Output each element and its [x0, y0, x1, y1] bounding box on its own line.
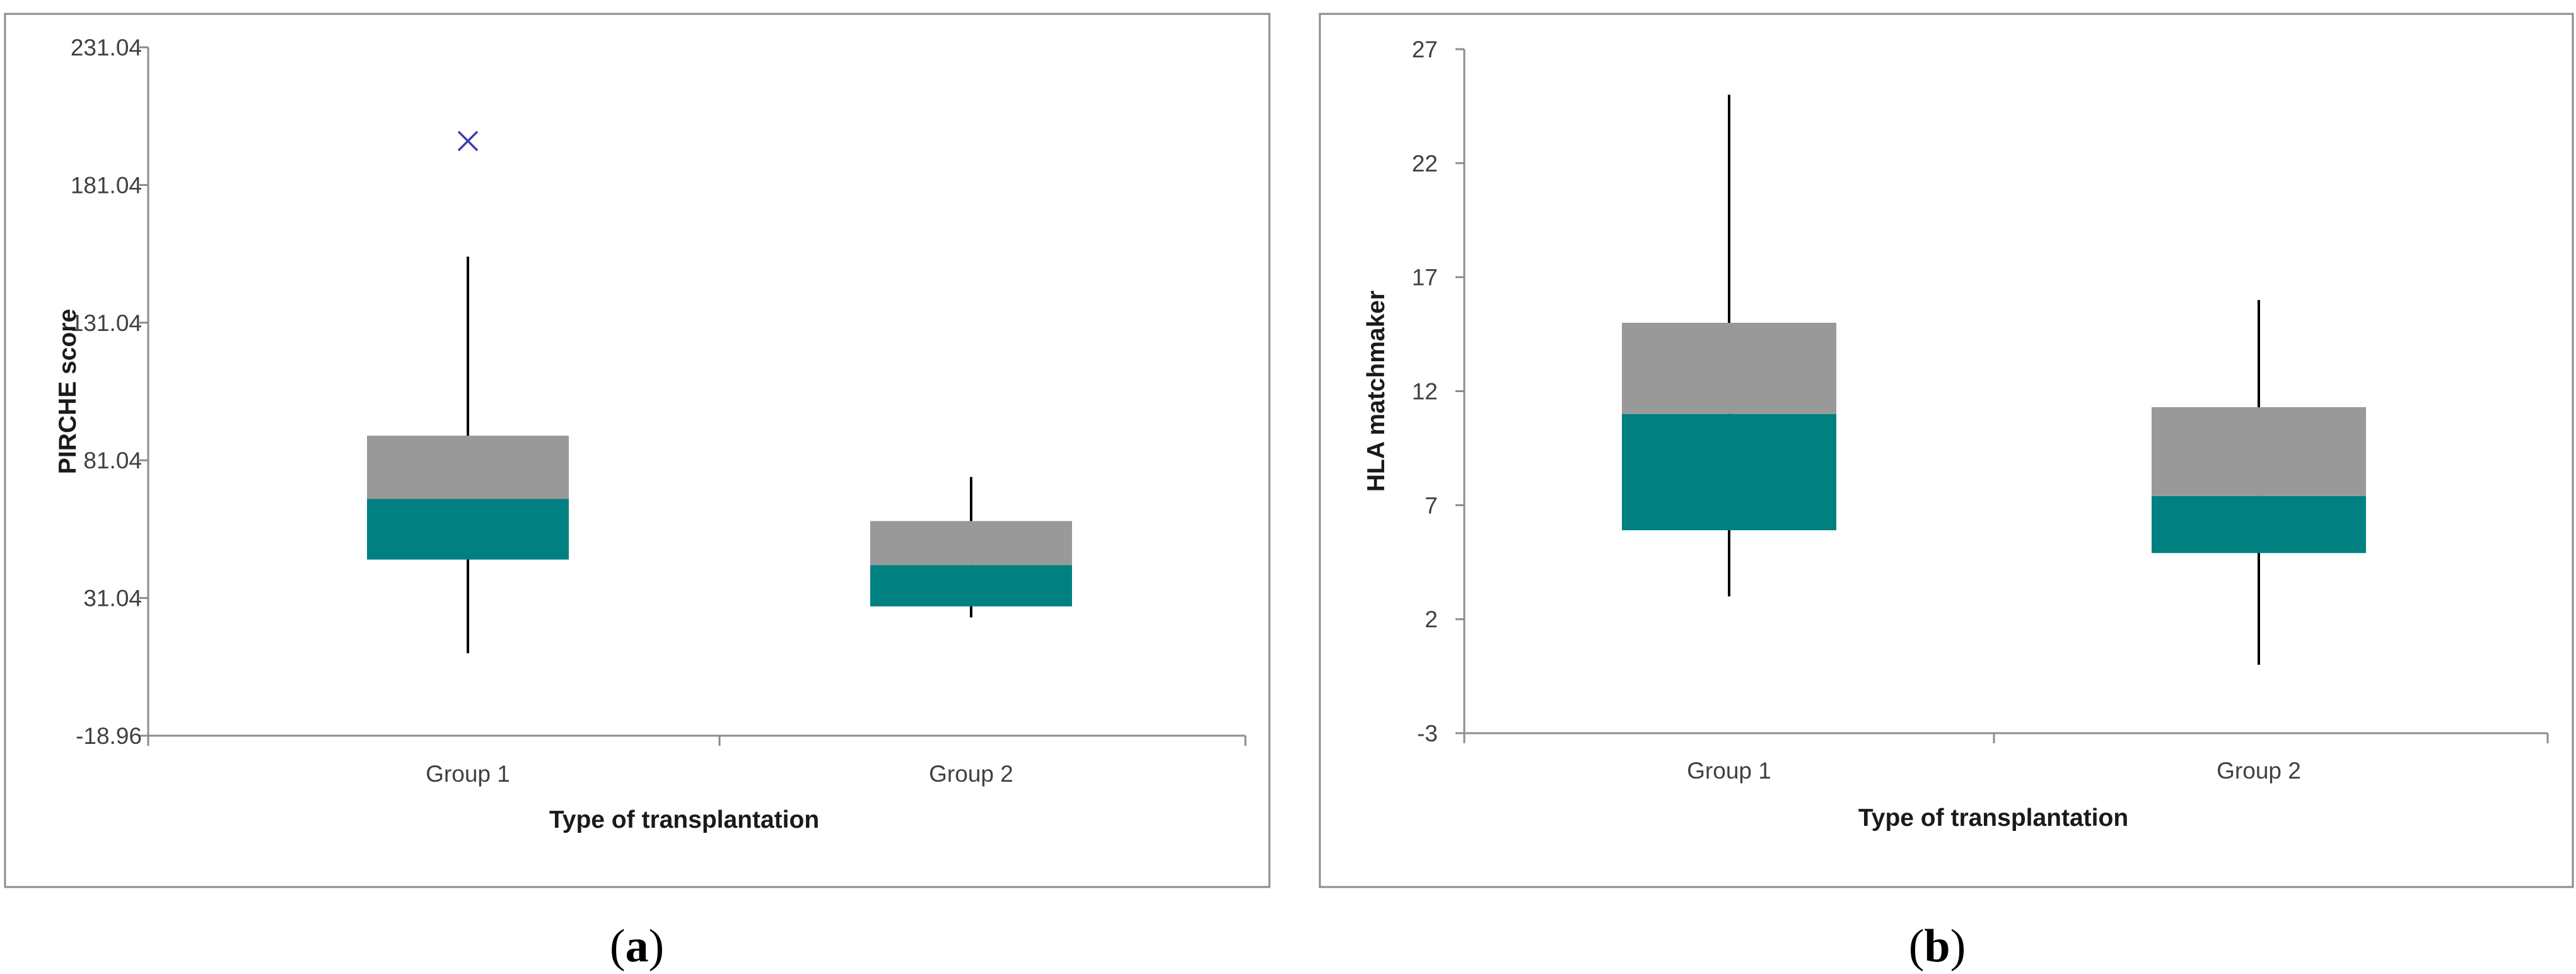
box-upper-quartile [870, 521, 1072, 565]
y-tick-label: -18.96 [76, 723, 142, 749]
x-tick-label: Group 1 [1687, 758, 1771, 784]
y-tick-label: 17 [1412, 265, 1438, 291]
panel-a-plot: 231.04 181.04 131.04 81.04 31.04 -18.96 PIRCHE… [54, 35, 1247, 833]
box-upper-quartile [367, 436, 569, 499]
box-upper-quartile [2152, 407, 2366, 496]
panel-b-frame [1319, 13, 2574, 888]
box-lower-quartile [367, 499, 569, 560]
y-tick-label: 27 [1412, 37, 1438, 62]
y-tick-label: 22 [1412, 151, 1438, 177]
panel-a-frame [4, 13, 1271, 888]
box-lower-quartile [2152, 496, 2366, 554]
box-lower-quartile [870, 565, 1072, 606]
y-tick-label: 2 [1425, 606, 1438, 632]
y-tick-label: -3 [1417, 721, 1438, 746]
x-axis-title: Type of transplantation [1858, 804, 2128, 832]
x-tick-label: Group 1 [426, 761, 510, 787]
y-axis-title: PIRCHE score [54, 309, 81, 474]
x-tick-label: Group 2 [2217, 758, 2301, 784]
y-tick-label: 181.04 [71, 172, 142, 198]
box-upper-quartile [1622, 323, 1836, 414]
panel-b-plot: 27 22 17 12 7 2 -3 HLA matchmaker Type of transp… [1363, 37, 2549, 832]
y-tick-label: 231.04 [71, 35, 142, 61]
y-tick-label: 7 [1425, 492, 1438, 518]
box-lower-quartile [1622, 414, 1836, 531]
y-tick-label: 131.04 [71, 310, 142, 336]
x-axis-title: Type of transplantation [549, 806, 819, 833]
panel-b-label: (b) [1909, 920, 1966, 972]
y-tick-label: 81.04 [83, 448, 142, 473]
y-tick-label: 31.04 [83, 586, 142, 612]
x-tick-label: Group 2 [929, 761, 1013, 787]
y-tick-label: 12 [1412, 379, 1438, 405]
outlier-marker [457, 130, 479, 151]
panel-a-label: (a) [610, 920, 664, 972]
y-axis-title: HLA matchmaker [1363, 291, 1390, 492]
